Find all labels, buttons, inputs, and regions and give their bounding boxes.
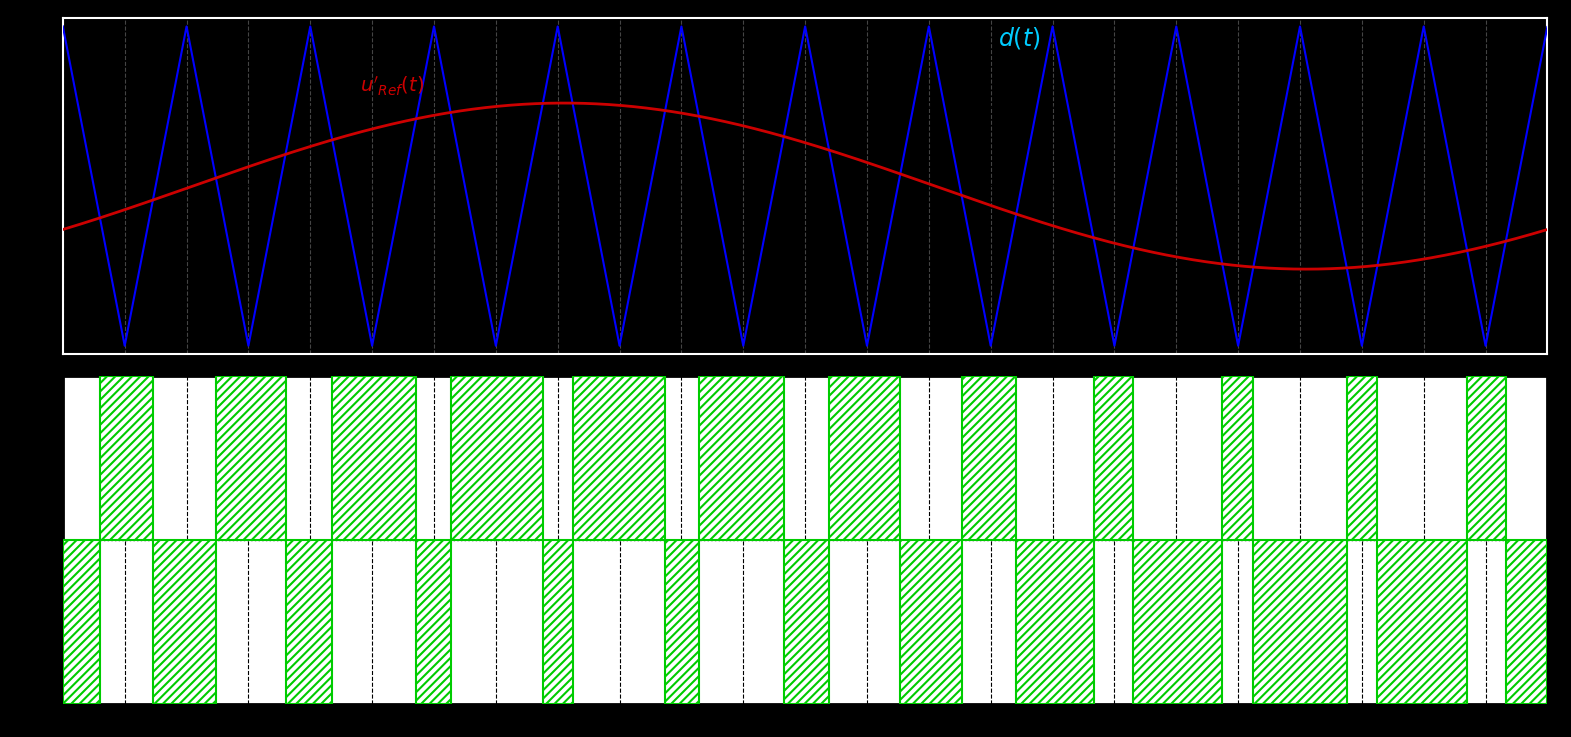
Bar [784, 539, 829, 704]
Bar [416, 539, 451, 704]
Bar [451, 376, 544, 539]
Bar [1378, 539, 1467, 704]
Bar [1016, 539, 1093, 704]
Bar [1134, 539, 1222, 704]
Bar [665, 539, 699, 704]
Bar [1467, 376, 1507, 539]
Bar [573, 376, 665, 539]
Bar [900, 539, 961, 704]
Bar [286, 539, 333, 704]
Text: $u'_{Ref}(t)$: $u'_{Ref}(t)$ [360, 74, 424, 98]
Bar [1507, 539, 1547, 704]
Bar [333, 376, 416, 539]
Bar [152, 539, 215, 704]
Bar [699, 376, 784, 539]
Bar [961, 376, 1016, 539]
Bar [101, 376, 152, 539]
Bar [1254, 539, 1346, 704]
Bar [1346, 376, 1378, 539]
Bar [1222, 376, 1254, 539]
Text: $d(t)$: $d(t)$ [998, 25, 1040, 51]
Bar [1093, 376, 1134, 539]
Bar [829, 376, 900, 539]
Bar [215, 376, 286, 539]
Bar [63, 539, 101, 704]
Bar [544, 539, 573, 704]
